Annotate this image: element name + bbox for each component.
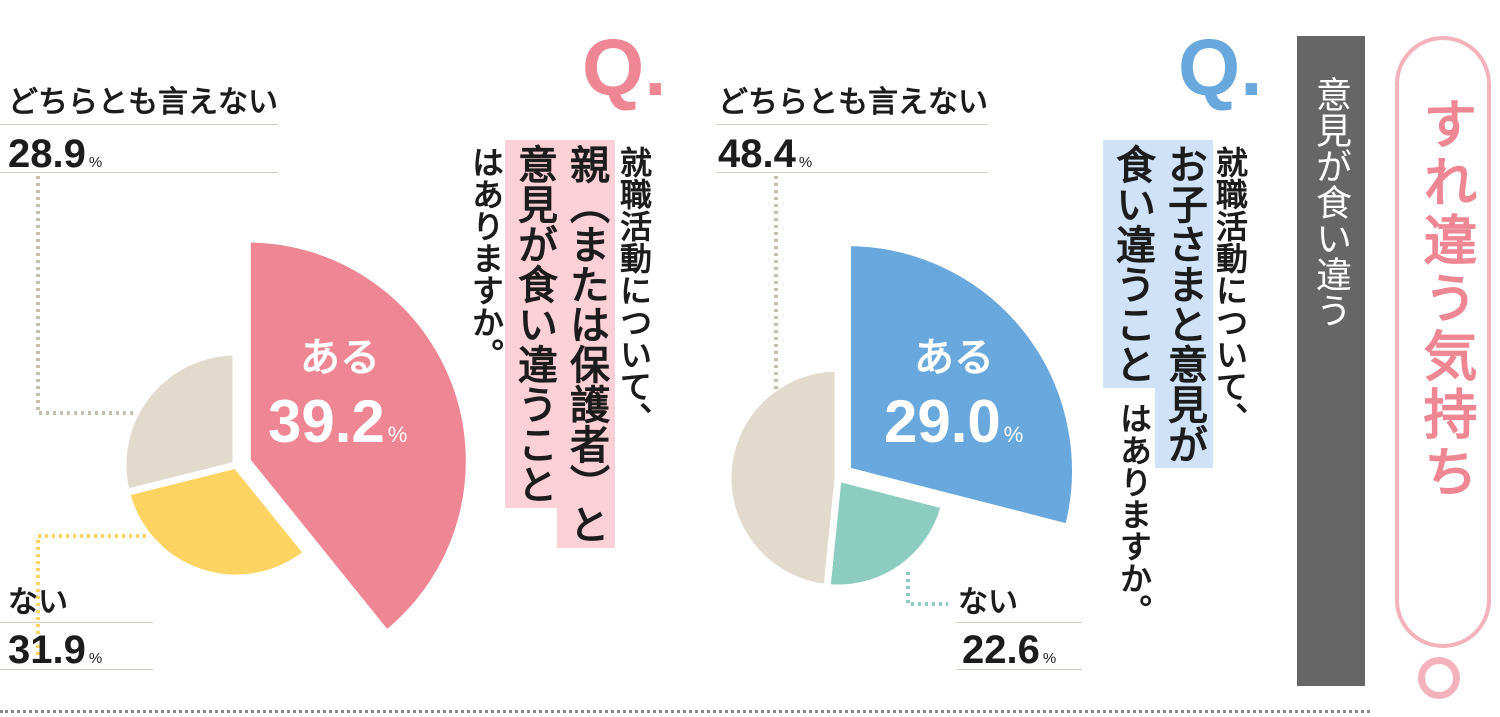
left-pie-slice-1 — [122, 461, 312, 582]
left-leader-line-0 — [36, 176, 134, 415]
side-tab: 意見が食い違う — [1297, 36, 1365, 686]
left-yes-value: 39.2% — [268, 388, 408, 455]
left-question-line1: 就職活動について、 — [615, 146, 653, 434]
left-neutral-value: 28.9% — [8, 132, 103, 176]
period-ring-icon — [1418, 657, 1460, 699]
right-pie-slice-1 — [823, 473, 949, 592]
theme-badge-label: すれ違う気持ち — [1414, 96, 1477, 502]
right-neutral-label: どちらとも言えない — [718, 85, 988, 120]
right-question-line2: お子さまと意見が — [1155, 140, 1213, 468]
left-question-line3: 意見が食い違うこと — [505, 140, 563, 508]
right-yes-value: 29.0% — [884, 388, 1024, 455]
right-no-rule-bottom — [956, 669, 1082, 670]
right-no-value: 22.6% — [962, 628, 1057, 672]
left-no-rule-bottom — [0, 669, 153, 670]
left-neutral-label: どちらとも言えない — [8, 85, 278, 120]
right-pie-slice-2 — [724, 364, 842, 592]
right-yes-label: ある — [914, 335, 994, 381]
left-q-mark: Q. — [582, 23, 667, 112]
right-pie-slice-0 — [843, 239, 1079, 532]
left-neutral-rule-bottom — [0, 172, 278, 173]
right-question-line3: 食い違うこと — [1103, 140, 1161, 388]
theme-badge: すれ違う気持ち — [1395, 36, 1491, 648]
left-question-line4: はありますか。 — [467, 146, 505, 370]
left-pie-slice-0 — [243, 235, 473, 639]
left-leader-line-1 — [36, 534, 150, 662]
bottom-dotted-divider — [0, 710, 1370, 713]
left-question-line2: 親（または保護者）と — [557, 140, 615, 548]
side-tab-label: 意見が食い違う — [1310, 76, 1351, 328]
left-pie-slice-2 — [119, 348, 240, 497]
right-neutral-rule-top — [716, 124, 988, 125]
right-no-label: ない — [958, 585, 1018, 620]
left-no-rule-top — [0, 622, 153, 623]
left-yes-label: ある — [300, 335, 380, 381]
left-no-value: 31.9% — [8, 628, 103, 672]
right-neutral-value: 48.4% — [718, 132, 813, 176]
right-neutral-rule-bottom — [716, 172, 988, 173]
right-leader-line-1 — [906, 572, 948, 606]
right-question-line1: 就職活動について、 — [1211, 146, 1249, 434]
right-question-line4: はありますか。 — [1115, 402, 1153, 626]
right-q-mark: Q. — [1178, 23, 1263, 112]
left-no-label: ない — [8, 585, 68, 620]
right-no-rule-top — [956, 622, 1082, 623]
left-neutral-rule-top — [0, 124, 278, 125]
